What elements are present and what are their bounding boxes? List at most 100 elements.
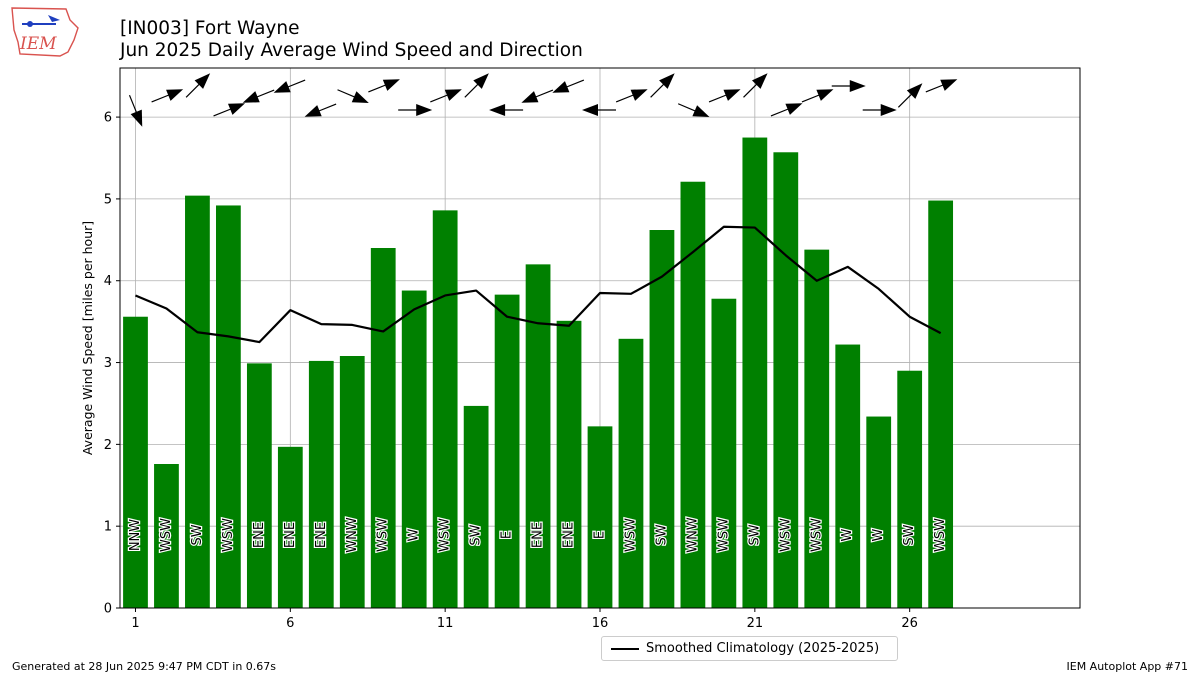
wind-arrow [801,89,834,103]
bar [525,264,551,608]
direction-labels: NNW WSW SW WSW ENE ENE ENE WNW WSW W WSW SW E ENE ENE E… [127,516,950,554]
climatology-line [135,225,942,344]
bar [618,338,644,608]
bars [123,137,954,609]
bar [835,344,861,608]
bar [742,137,768,608]
wind-arrow [897,83,923,108]
direction-label: SW [654,524,669,545]
wind-arrow [464,73,489,98]
direction-label: W [871,528,886,541]
wind-arrow [489,104,524,116]
bar [587,426,613,608]
wind-arrow [770,103,803,117]
bar [123,316,148,608]
direction-label: ENE [283,522,298,548]
wind-arrow [242,89,275,103]
climatology-line [135,225,942,344]
direction-label: E [593,531,608,539]
y-tick-label: 4 [104,274,112,289]
wind-arrow [615,89,648,103]
x-tick-label: 1 [131,616,139,631]
bar [277,446,303,608]
wind-arrow [677,103,710,118]
direction-label: E [500,531,515,539]
bar [339,356,365,608]
bar [773,152,799,609]
bar [711,298,737,608]
y-tick-label: 6 [104,111,112,126]
bar [432,210,458,608]
x-tick-label: 6 [286,616,294,631]
direction-label: ENE [252,522,267,548]
bar [866,416,892,608]
direction-label: SW [902,524,917,545]
x-tick-label: 16 [592,616,609,631]
bar [216,205,241,609]
wind-arrow [862,104,897,116]
x-tick-label: 21 [747,616,764,631]
direction-label: WSW [221,518,236,552]
bar [897,370,923,608]
chart-title: [IN003] Fort Wayne [120,18,300,39]
bar [804,249,830,609]
wind-arrow [582,104,616,116]
svg-text:IEM: IEM [19,34,57,54]
direction-label: ENE [562,522,577,548]
bar [185,195,210,609]
wind-barbs [128,73,958,127]
chart-subtitle: Jun 2025 Daily Average Wind Speed and Di… [120,40,583,61]
bar [494,294,520,608]
direction-label: NNW [128,519,143,551]
x-tick-label: 11 [437,616,454,631]
wind-arrow [831,80,866,92]
direction-label: WSW [778,518,793,552]
direction-label: WSW [376,518,391,552]
chart-legend: Smoothed Climatology (2025-2025) [601,636,898,661]
direction-label: WSW [809,518,824,552]
direction-label: WNW [345,517,360,553]
bar [649,230,675,608]
bar [928,200,954,608]
bar [556,320,582,608]
wind-arrow [650,73,675,98]
bar [154,464,179,608]
direction-label: SW [747,524,762,545]
direction-label: WSW [438,518,453,552]
wind-arrow [398,104,433,116]
wind-arrow [185,73,211,98]
wind-arrow [151,89,184,103]
direction-label: ENE [531,522,546,548]
wind-arrow [337,89,369,104]
direction-label: WSW [623,518,638,552]
y-tick-label: 5 [104,192,112,207]
wind-arrow [552,79,585,93]
direction-label: WSW [716,518,731,552]
wind-arrow [743,73,768,98]
wind-arrow [708,89,741,103]
direction-label: WSW [933,518,948,552]
footer-app: IEM Autoplot App #71 [1066,660,1189,673]
y-tick-label: 2 [104,438,112,453]
direction-label: ENE [314,522,329,548]
bar [308,360,334,608]
direction-label: WSW [159,518,174,552]
wind-arrow [521,89,554,103]
wind-arrow [430,89,462,103]
bar [370,248,396,608]
legend-label: Smoothed Climatology (2025-2025) [646,641,880,656]
y-tick-label: 3 [104,356,112,371]
legend-line-swatch [611,648,639,650]
direction-label: SW [469,524,484,545]
wind-arrow [925,79,958,93]
direction-label: W [407,528,422,541]
wind-arrow [213,103,246,117]
wind-arrow [128,94,143,127]
direction-label: W [840,528,855,541]
direction-label: WNW [685,517,700,553]
y-axis-label: Average Wind Speed [miles per hour] [80,221,95,455]
wind-arrow [368,79,400,93]
wind-arrow [304,103,337,117]
